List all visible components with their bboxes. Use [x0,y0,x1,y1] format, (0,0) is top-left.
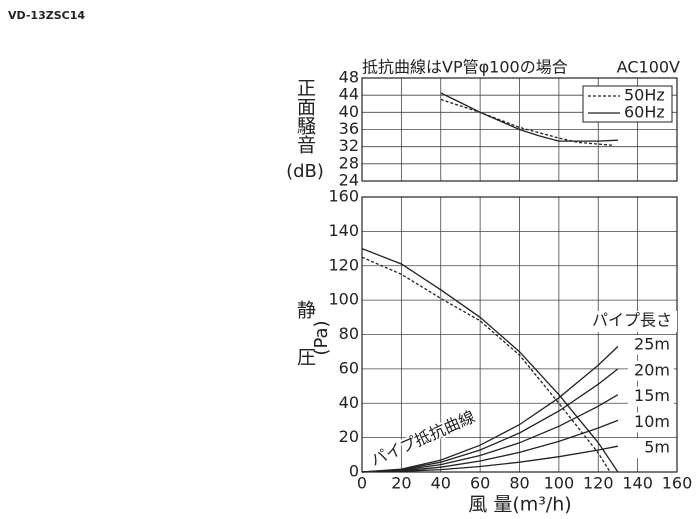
legend-label-bg [628,386,674,407]
y-tick-label: 160 [328,187,359,206]
legend-label: 5m [644,438,670,457]
y-tick-label: 40 [339,393,359,412]
y-tick-label: 120 [328,255,359,274]
x-tick-label: 80 [509,474,529,493]
curve [361,256,611,473]
y-label: 静圧 [294,300,316,394]
legend-label: 15m [634,386,670,405]
plot-frame [361,77,678,182]
curve [361,346,619,473]
legend-title-box [590,311,677,332]
legend-label: 10m [634,412,670,431]
y-tick-label: 24 [339,171,359,190]
y-tick-label: 36 [339,119,359,138]
model-title: VD-13ZSC14 [8,9,85,22]
curve [361,247,619,473]
legend-label: 50Hz [624,86,665,105]
y-tick-label: 20 [339,427,359,446]
x-tick-label: 20 [391,474,411,493]
y-tick-label: 100 [328,290,359,309]
curve [361,394,619,473]
y-tick-label: 140 [328,221,359,240]
y-tick-label: 48 [339,68,359,87]
legend-label-bg [628,335,674,355]
note: AC100V [617,58,680,77]
legend-label: 60Hz [624,103,665,122]
x-tick-label: 0 [357,474,367,493]
x-label: 風 量(m³/h) [468,494,571,516]
x-tick-label: 100 [544,474,575,493]
curve [361,368,619,473]
legend-label-bg [628,412,674,433]
chart-title: 抵抗曲線はVP管φ100の場合 [362,58,568,77]
legend-box [582,85,673,123]
y-tick-label: 32 [339,136,359,155]
y-unit: (dB) [286,161,324,182]
x-tick-label: 120 [583,474,614,493]
legend-label: 25m [634,335,670,354]
y-tick-label: 40 [339,102,359,121]
y-tick-label: 0 [349,462,359,481]
y-tick-label: 44 [339,85,359,104]
plot-frame [361,196,678,473]
curve [361,445,619,473]
legend-label-bg [628,438,674,459]
y-unit: (Pa) [311,320,332,355]
legend-label-bg [628,360,674,381]
y-tick-label: 80 [339,324,359,343]
y-tick-label: 60 [339,358,359,377]
y-tick-label: 28 [339,153,359,172]
legend-label: 20m [634,360,670,379]
curve [440,92,618,142]
x-tick-label: 40 [431,474,451,493]
x-tick-label: 140 [622,474,653,493]
legend-title: パイプ長さ [592,311,672,330]
x-tick-label: 160 [662,474,693,493]
curve [361,419,619,473]
y-label: 正面騒音 [294,78,316,154]
x-tick-label: 60 [470,474,490,493]
